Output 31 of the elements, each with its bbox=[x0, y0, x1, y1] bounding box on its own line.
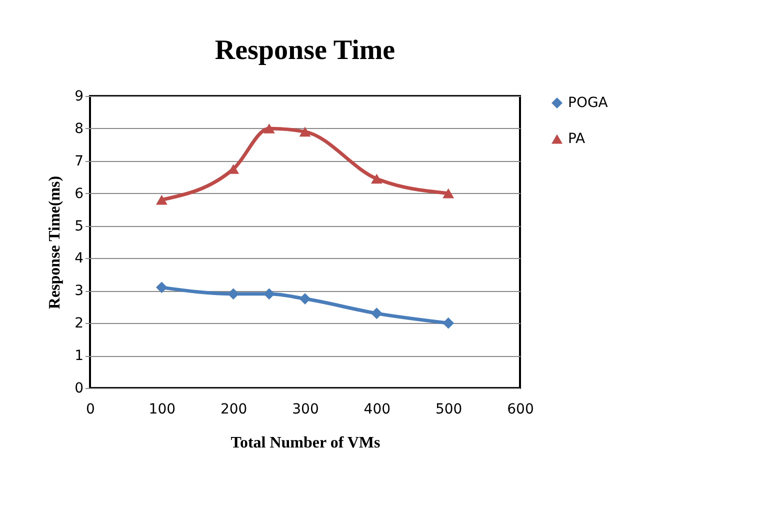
chart-title: Response Time bbox=[214, 35, 396, 66]
legend-label: POGA bbox=[568, 95, 608, 111]
y-tick-label: 4 bbox=[74, 250, 84, 267]
point bbox=[156, 282, 168, 294]
y-axis-title: Response Time(ms) bbox=[46, 176, 64, 310]
x-tick-label: 400 bbox=[364, 402, 391, 418]
y-tick-label: 2 bbox=[74, 316, 84, 332]
y-tick-label: 5 bbox=[74, 218, 84, 234]
y-tick-label: 6 bbox=[74, 186, 84, 202]
point bbox=[370, 174, 382, 184]
x-tick-label: 500 bbox=[435, 402, 462, 418]
point bbox=[442, 317, 454, 329]
y-tick-label: 3 bbox=[74, 283, 84, 300]
legend-label: PA bbox=[568, 131, 586, 147]
point bbox=[299, 293, 311, 304]
x-tick-label: 200 bbox=[220, 402, 248, 418]
y-tick-label: 1 bbox=[74, 348, 84, 364]
y-tick-label: 0 bbox=[74, 380, 84, 396]
point bbox=[370, 308, 382, 320]
point bbox=[299, 126, 311, 137]
x-tick-label: 300 bbox=[292, 402, 319, 418]
y-tick-label: 8 bbox=[74, 120, 84, 137]
x-tick-label: 0 bbox=[86, 402, 95, 418]
point bbox=[442, 188, 454, 198]
x-tick-label: 100 bbox=[148, 402, 176, 418]
y-tick-label: 7 bbox=[74, 153, 84, 170]
x-tick-label: 600 bbox=[507, 402, 534, 418]
x-axis-title: Total Number of VMs bbox=[230, 434, 380, 452]
y-tick-label: 9 bbox=[74, 88, 84, 104]
point bbox=[156, 194, 168, 205]
point bbox=[263, 124, 275, 134]
